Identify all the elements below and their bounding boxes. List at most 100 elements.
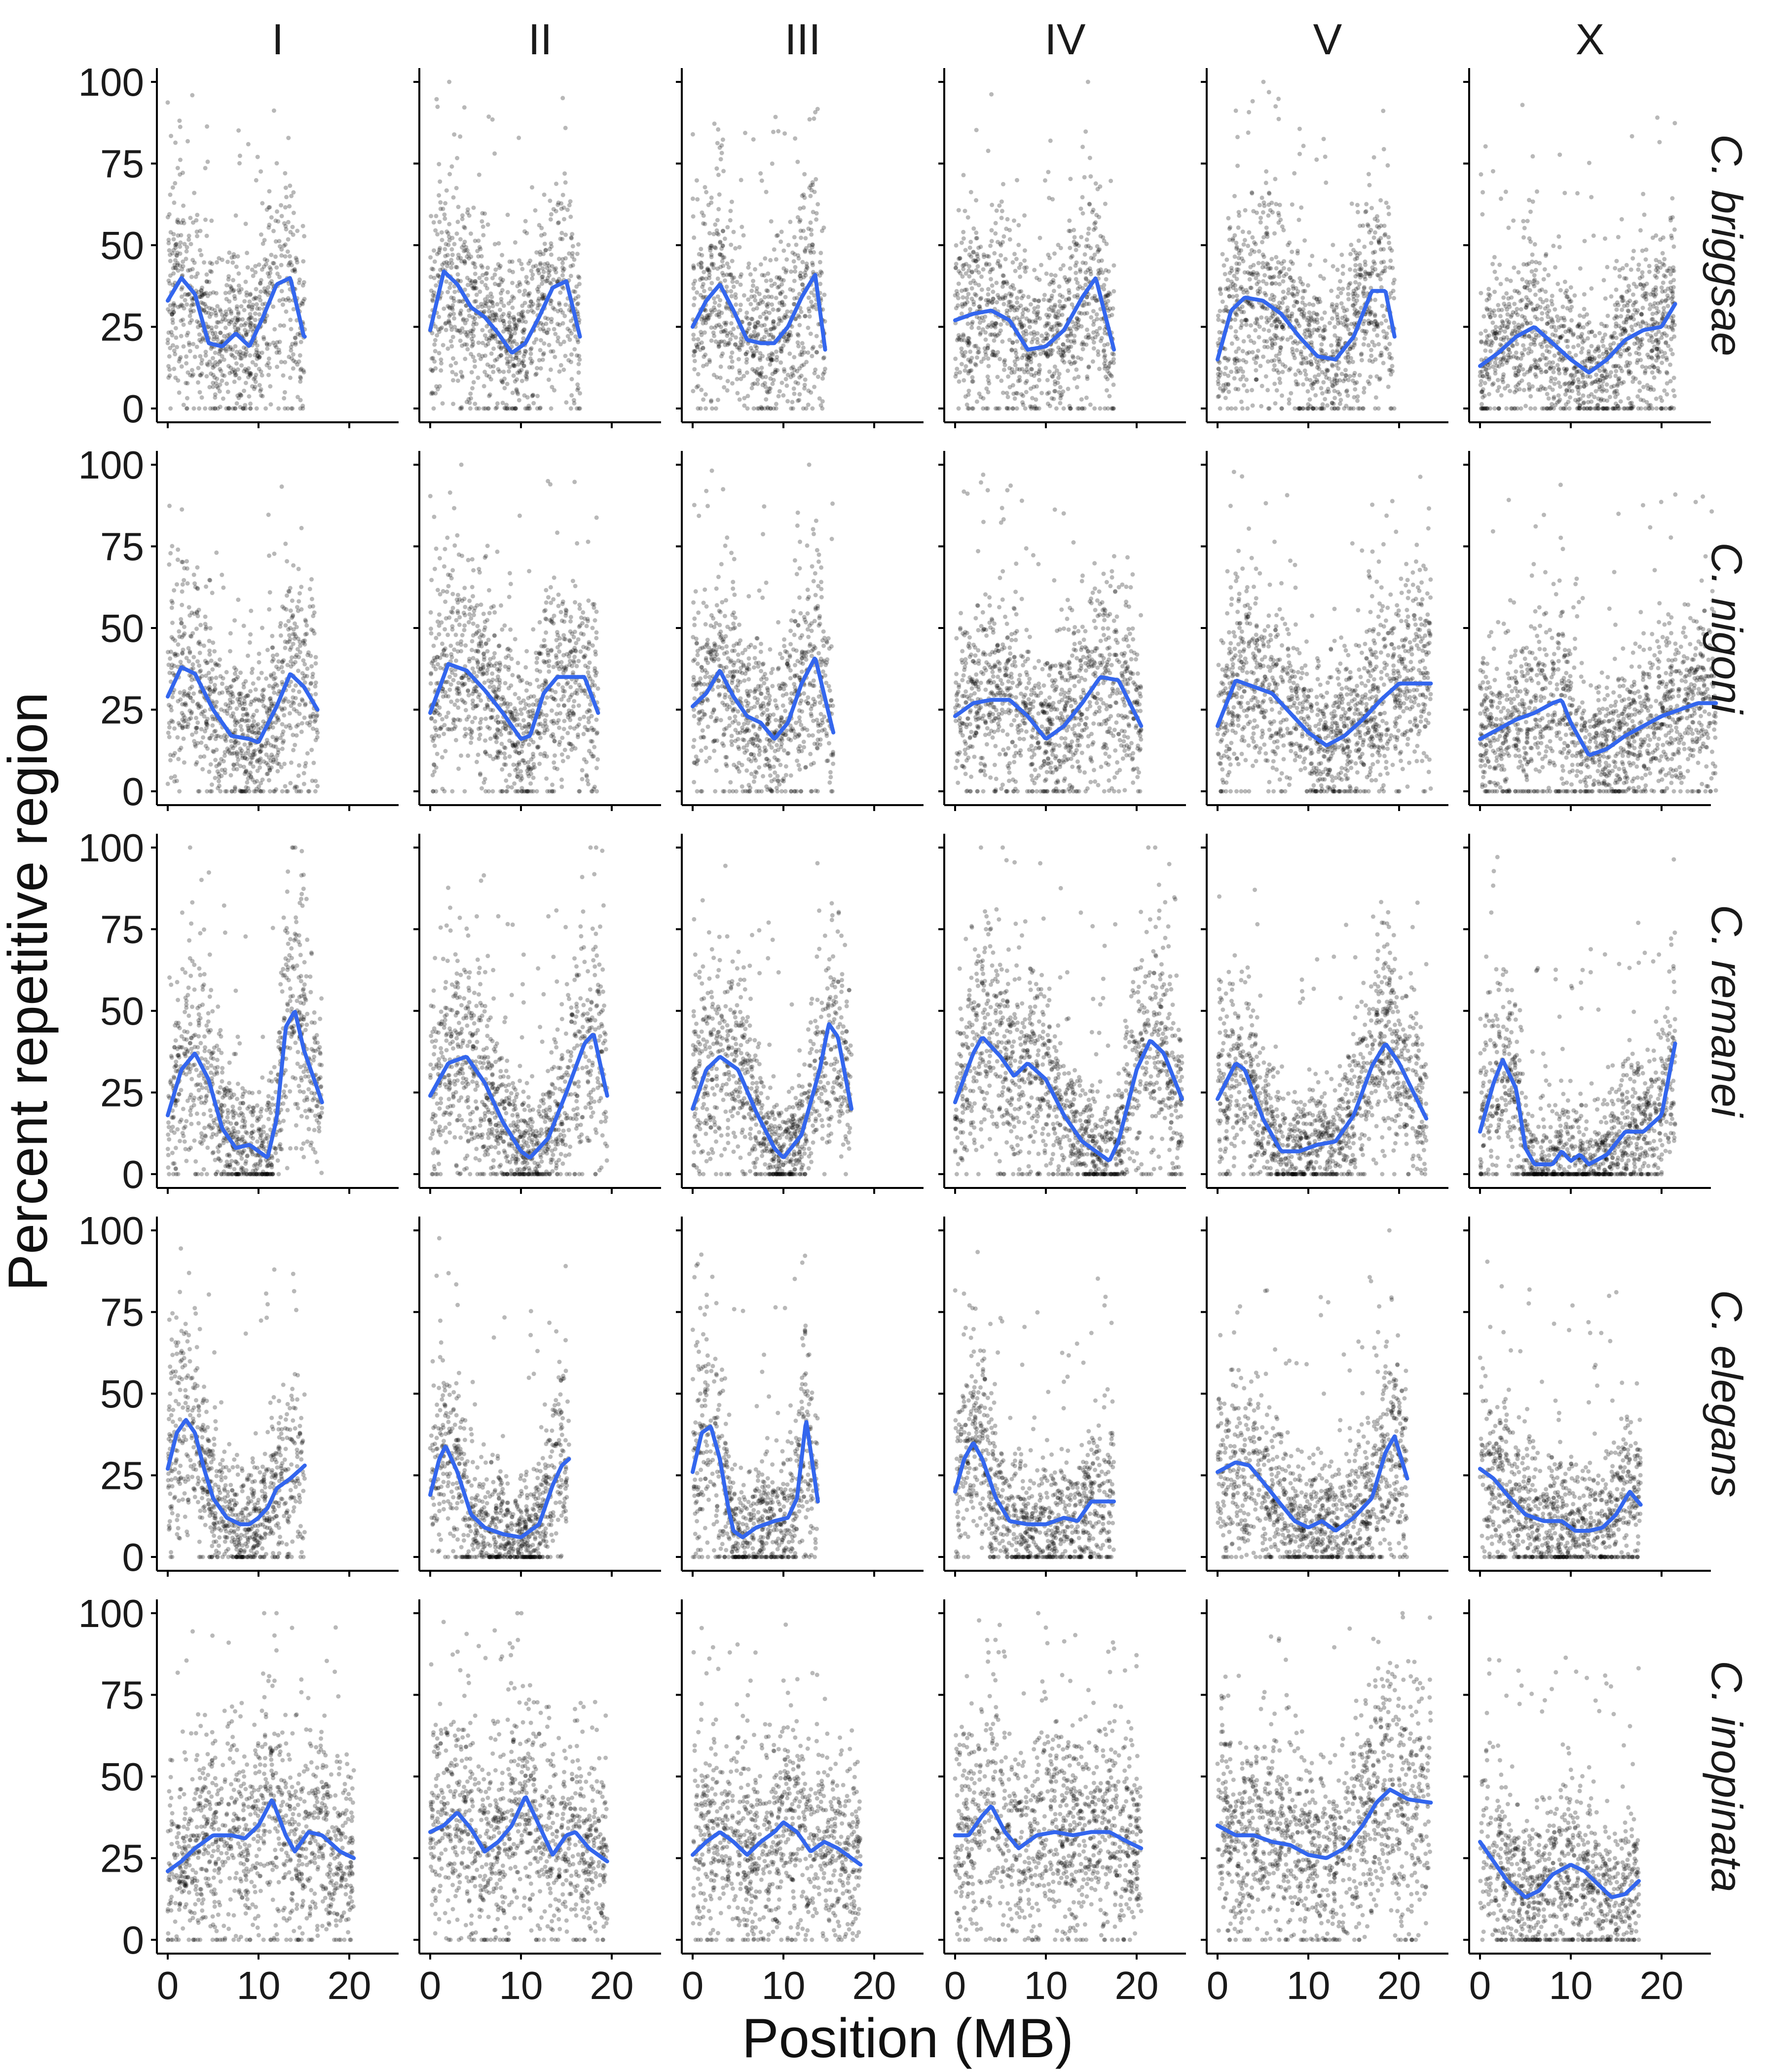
data-point — [816, 374, 820, 379]
data-point — [575, 252, 580, 256]
data-point — [221, 397, 225, 401]
data-point — [557, 301, 561, 305]
data-point — [544, 322, 549, 326]
data-point — [234, 361, 239, 366]
data-point — [247, 304, 251, 309]
data-point — [751, 279, 755, 283]
data-point — [806, 326, 811, 330]
data-point — [273, 219, 278, 223]
data-point — [559, 363, 563, 368]
data-point — [464, 245, 468, 250]
data-point — [473, 272, 478, 276]
data-point — [797, 315, 802, 319]
data-point — [576, 386, 581, 391]
data-point — [775, 355, 779, 359]
data-point — [763, 256, 767, 260]
data-point — [809, 332, 813, 336]
data-point — [265, 346, 269, 351]
data-point — [447, 80, 451, 84]
data-point — [171, 343, 175, 348]
data-point — [734, 302, 738, 307]
data-point — [552, 307, 556, 312]
data-point — [730, 200, 734, 204]
data-point — [443, 217, 447, 221]
data-point — [229, 311, 233, 316]
data-point — [797, 323, 802, 328]
data-point — [760, 273, 764, 277]
data-point — [283, 242, 288, 247]
data-point — [185, 396, 189, 401]
data-point — [239, 323, 244, 328]
data-point — [465, 347, 470, 351]
data-point — [739, 377, 743, 381]
data-point — [268, 271, 272, 275]
data-point — [767, 333, 772, 337]
data-point — [691, 286, 696, 291]
data-point — [243, 352, 248, 357]
data-point — [188, 216, 192, 220]
data-point — [248, 353, 252, 358]
data-point — [493, 242, 497, 246]
data-point — [211, 366, 215, 370]
data-point — [811, 210, 815, 214]
data-point — [758, 315, 763, 319]
data-point — [470, 370, 474, 374]
data-point — [471, 261, 475, 265]
data-point — [540, 282, 544, 286]
data-point — [481, 224, 485, 229]
data-point — [192, 191, 196, 195]
data-point — [549, 282, 554, 286]
data-point — [231, 278, 235, 282]
data-point — [190, 267, 195, 271]
data-point — [501, 401, 505, 405]
data-point — [706, 203, 711, 207]
data-point — [547, 263, 551, 268]
data-point — [287, 204, 292, 209]
point-cloud — [691, 107, 827, 411]
data-point — [458, 331, 463, 335]
data-point — [449, 296, 453, 300]
data-point — [437, 315, 441, 319]
data-point — [522, 289, 527, 293]
data-point — [446, 318, 451, 323]
data-point — [495, 401, 500, 406]
data-point — [205, 272, 209, 277]
data-point — [809, 291, 814, 295]
data-point — [823, 367, 827, 371]
data-point — [755, 286, 759, 291]
data-point — [180, 267, 184, 271]
data-point — [576, 301, 580, 306]
data-point — [569, 393, 574, 398]
data-point — [482, 370, 487, 374]
data-point — [818, 260, 822, 264]
data-point — [211, 407, 215, 411]
data-point — [237, 396, 241, 400]
data-point — [283, 224, 288, 228]
data-point — [279, 253, 284, 258]
data-point — [291, 352, 296, 357]
facet-panel: 0255075100 — [78, 60, 399, 431]
data-point — [699, 388, 703, 392]
data-point — [796, 399, 800, 403]
data-point — [732, 285, 736, 289]
data-point — [286, 296, 291, 300]
data-point — [562, 217, 566, 222]
data-point — [204, 350, 208, 354]
data-point — [737, 245, 741, 250]
data-point — [191, 309, 196, 313]
data-point — [254, 372, 258, 377]
data-point — [273, 255, 278, 259]
data-point — [465, 318, 469, 322]
data-point — [456, 205, 461, 209]
data-point — [770, 295, 774, 299]
data-point — [703, 353, 707, 357]
data-point — [544, 248, 548, 253]
data-point — [493, 267, 498, 272]
data-point — [748, 272, 753, 277]
data-point — [210, 326, 214, 330]
data-point — [505, 407, 510, 411]
data-point — [748, 302, 753, 306]
y-tick-label: 75 — [100, 142, 144, 186]
data-point — [466, 207, 470, 212]
data-point — [554, 182, 558, 186]
